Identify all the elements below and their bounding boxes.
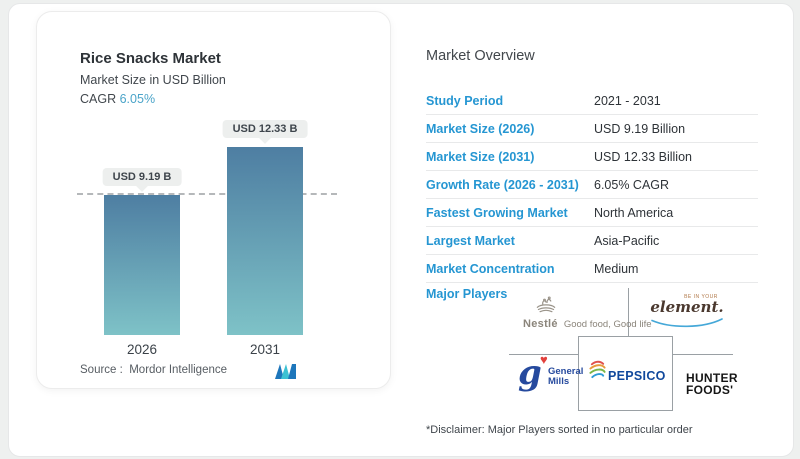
pepsico-wordmark: PEPSICO (608, 369, 666, 383)
general-mills-heart-icon: ♥ (540, 352, 548, 367)
nestle-nest-icon (533, 290, 633, 321)
chart-subtitle: Market Size in USD Billion (80, 73, 226, 87)
row-label: Market Concentration (426, 261, 555, 276)
mordor-intelligence-logo-icon (274, 363, 297, 385)
dashed-guide-line (77, 193, 337, 195)
bar-2026-axis-label: 2026 (126, 342, 158, 357)
bar-2031: USD 12.33 B 2031 (222, 120, 308, 357)
row-value: 6.05% CAGR (594, 177, 670, 192)
hunter-foods-logo: HUNTER FOODS' (686, 372, 738, 396)
row-value: Medium (594, 261, 639, 276)
row-label: Fastest Growing Market (426, 205, 568, 220)
pepsico-globe-icon (588, 359, 607, 386)
table-row-fastest-growing-market: Fastest Growing Market North America (426, 199, 758, 227)
chart-card: Rice Snacks Market Market Size in USD Bi… (36, 11, 391, 389)
cagr-label: CAGR (80, 92, 117, 106)
cagr-value: 6.05% (119, 92, 156, 106)
nestle-logo: Nestlé Good food, Good life (523, 290, 652, 330)
element-swoosh-icon (645, 315, 729, 333)
row-value: North America (594, 205, 674, 220)
table-row-study-period: Study Period 2021 - 2031 (426, 87, 758, 115)
source-label: Source : (80, 364, 123, 376)
element-wordmark: element. (650, 298, 724, 316)
nestle-wordmark: Nestlé (523, 318, 558, 330)
disclaimer-text: *Disclaimer: Major Players sorted in no … (426, 424, 693, 436)
table-row-largest-market: Largest Market Asia-Pacific (426, 227, 758, 255)
report-card: Rice Snacks Market Market Size in USD Bi… (8, 3, 794, 457)
row-label: Market Size (2026) (426, 121, 535, 136)
major-players-label: Major Players (426, 287, 508, 301)
overview-table: Study Period 2021 - 2031 Market Size (20… (426, 87, 758, 283)
players-shelf-line-left (509, 354, 578, 355)
table-row-market-concentration: Market Concentration Medium (426, 255, 758, 283)
source-value: Mordor Intelligence (129, 364, 228, 376)
row-value: 2021 - 2031 (594, 93, 661, 108)
bar-chart-plot: USD 9.19 B 2026 USD 12.33 B 2031 (77, 117, 337, 357)
row-value: USD 9.19 Billion (594, 121, 686, 136)
row-label: Largest Market (426, 233, 515, 248)
table-row-market-size-2031: Market Size (2031) USD 12.33 Billion (426, 143, 758, 171)
bar-2031-value-label: USD 12.33 B (222, 120, 308, 138)
general-mills-wordmark: General Mills (548, 366, 584, 387)
players-shelf-line-right (671, 354, 733, 355)
row-value: USD 12.33 Billion (594, 149, 692, 164)
general-mills-g-icon: g (518, 353, 542, 393)
row-label: Growth Rate (2026 - 2031) (426, 177, 579, 192)
bar-2031-axis-label: 2031 (249, 342, 281, 357)
pepsico-cell-box (578, 336, 673, 411)
row-label: Study Period (426, 93, 504, 108)
hunter-foods-line2: FOODS' (686, 383, 734, 397)
element-logo: BE IN YOUR element. (645, 294, 729, 333)
players-vertical-divider (628, 288, 629, 336)
chart-title: Rice Snacks Market (80, 50, 221, 67)
overview-heading: Market Overview (426, 48, 535, 64)
table-row-market-size-2026: Market Size (2026) USD 9.19 Billion (426, 115, 758, 143)
bar-2026: USD 9.19 B 2026 (102, 168, 182, 357)
row-label: Market Size (2031) (426, 149, 535, 164)
element-pre-text: BE IN YOUR (684, 294, 718, 300)
row-value: Asia-Pacific (594, 233, 660, 248)
chart-cagr-line: CAGR 6.05% (80, 92, 155, 106)
bar-2026-value-label: USD 9.19 B (102, 168, 182, 186)
nestle-tagline: Good food, Good life (563, 319, 652, 330)
source-attribution: Source : Mordor Intelligence (80, 364, 227, 376)
table-row-growth-rate: Growth Rate (2026 - 2031) 6.05% CAGR (426, 171, 758, 199)
hunter-foods-line1: HUNTER (686, 371, 738, 385)
